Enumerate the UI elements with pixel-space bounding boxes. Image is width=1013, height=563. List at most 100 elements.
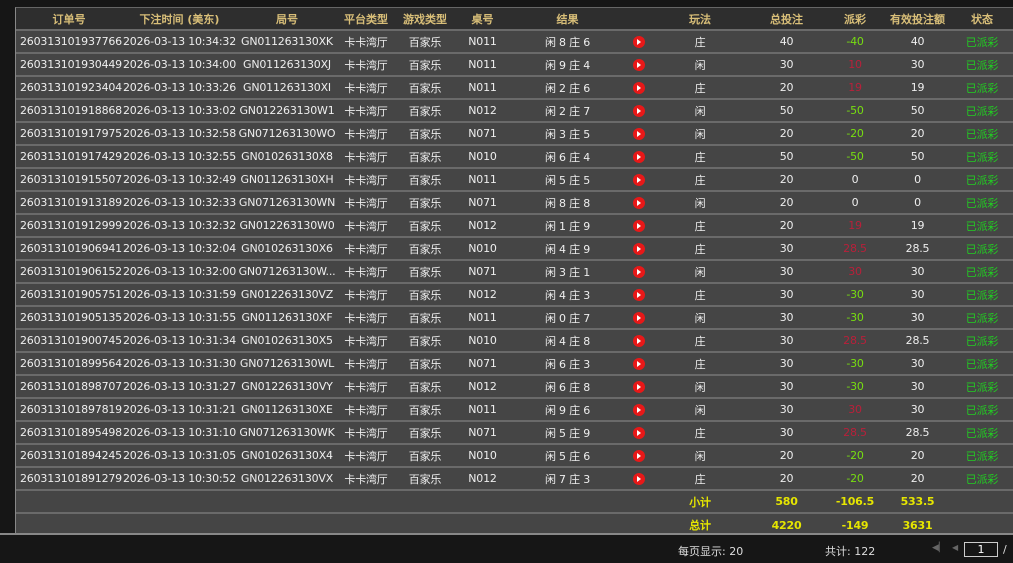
payout-cell: 30 <box>825 259 885 283</box>
bet-type-cell: 庄 <box>652 29 748 53</box>
play-circle-icon[interactable] <box>632 151 645 163</box>
play-circle-icon[interactable] <box>632 312 645 324</box>
valid-bet-cell: 40 <box>885 29 950 53</box>
video-cell <box>625 374 652 398</box>
play-circle-icon[interactable] <box>632 220 645 232</box>
prev-page-icon[interactable]: ◀ <box>952 543 959 552</box>
result-cell: 闲 0 庄 7 <box>510 305 625 329</box>
platform-cell: 卡卡湾厅 <box>337 75 395 99</box>
round-no-cell: GN011263130XH <box>237 167 337 191</box>
payout-cell: -40 <box>825 29 885 53</box>
subtotal-valid-bet: 533.5 <box>885 489 950 513</box>
header-total-bet: 总投注 <box>748 8 825 30</box>
round-no-cell: GN011263130XJ <box>237 52 337 76</box>
play-circle-icon[interactable] <box>632 358 645 370</box>
payout-cell: 19 <box>825 213 885 237</box>
payout-cell: -30 <box>825 351 885 375</box>
round-no-cell: GN011263130XI <box>237 75 337 99</box>
round-no-cell: GN071263130WN <box>237 190 337 214</box>
total-bet-cell: 20 <box>748 121 825 145</box>
table-row: 260313101913189 2026-03-13 10:32:33 GN0712… <box>16 190 1013 214</box>
order-no-cell: 260313101917975 <box>16 121 122 145</box>
table-row: 260313101915507 2026-03-13 10:32:49 GN0112… <box>16 167 1013 191</box>
play-circle-icon[interactable] <box>632 243 645 255</box>
play-circle-icon[interactable] <box>632 59 645 71</box>
bet-time-cell: 2026-03-13 10:31:30 <box>122 351 237 375</box>
valid-bet-cell: 20 <box>885 443 950 467</box>
bet-time-cell: 2026-03-13 10:34:32 <box>122 29 237 53</box>
payout-cell: -30 <box>825 305 885 329</box>
grandtotal-row: 总计 4220 -149 3631 <box>16 512 1013 536</box>
status-cell: 已派彩 <box>950 328 1013 352</box>
play-circle-icon[interactable] <box>632 128 645 140</box>
play-circle-icon[interactable] <box>632 266 645 278</box>
result-cell: 闲 2 庄 6 <box>510 75 625 99</box>
order-no-cell: 260313101900745 <box>16 328 122 352</box>
result-cell: 闲 9 庄 4 <box>510 52 625 76</box>
first-page-icon[interactable]: ◀▏ <box>932 543 946 553</box>
page-number-input[interactable]: 1 <box>964 542 998 557</box>
status-cell: 已派彩 <box>950 351 1013 375</box>
bet-records-table: 订单号 下注时间 (美东) 局号 平台类型 游戏类型 桌号 结果 玩法 总投注 派彩 有效投注额 状态… <box>16 8 1013 536</box>
game-type-cell: 百家乐 <box>395 466 455 490</box>
bet-type-cell: 闲 <box>652 397 748 421</box>
page-separator: / <box>1003 543 1007 556</box>
valid-bet-cell: 30 <box>885 397 950 421</box>
total-count: 共计: 122 <box>825 545 876 558</box>
subtotal-total-bet: 580 <box>748 489 825 513</box>
order-no-cell: 260313101906152 <box>16 259 122 283</box>
order-no-cell: 260313101905135 <box>16 305 122 329</box>
header-valid-bet: 有效投注额 <box>885 8 950 30</box>
table-row: 260313101898707 2026-03-13 10:31:27 GN0122… <box>16 374 1013 398</box>
play-circle-icon[interactable] <box>632 197 645 209</box>
total-bet-cell: 20 <box>748 190 825 214</box>
grandtotal-valid-bet: 3631 <box>885 512 950 536</box>
result-cell: 闲 5 庄 5 <box>510 167 625 191</box>
table-no-cell: N011 <box>455 75 510 99</box>
status-cell: 已派彩 <box>950 397 1013 421</box>
valid-bet-cell: 30 <box>885 374 950 398</box>
bet-type-cell: 闲 <box>652 443 748 467</box>
video-cell <box>625 328 652 352</box>
total-bet-cell: 20 <box>748 167 825 191</box>
play-circle-icon[interactable] <box>632 289 645 301</box>
play-circle-icon[interactable] <box>632 450 645 462</box>
grandtotal-payout: -149 <box>825 512 885 536</box>
round-no-cell: GN012263130W0 <box>237 213 337 237</box>
video-cell <box>625 75 652 99</box>
table-no-cell: N071 <box>455 351 510 375</box>
bet-time-cell: 2026-03-13 10:31:34 <box>122 328 237 352</box>
table-no-cell: N071 <box>455 420 510 444</box>
valid-bet-cell: 30 <box>885 259 950 283</box>
game-type-cell: 百家乐 <box>395 305 455 329</box>
play-circle-icon[interactable] <box>632 335 645 347</box>
platform-cell: 卡卡湾厅 <box>337 121 395 145</box>
play-circle-icon[interactable] <box>632 473 645 485</box>
status-cell: 已派彩 <box>950 236 1013 260</box>
play-circle-icon[interactable] <box>632 36 645 48</box>
total-bet-cell: 20 <box>748 443 825 467</box>
play-circle-icon[interactable] <box>632 174 645 186</box>
valid-bet-cell: 0 <box>885 167 950 191</box>
payout-cell: 0 <box>825 167 885 191</box>
play-circle-icon[interactable] <box>632 404 645 416</box>
video-cell <box>625 167 652 191</box>
total-bet-cell: 40 <box>748 29 825 53</box>
play-circle-icon[interactable] <box>632 82 645 94</box>
payout-cell: -30 <box>825 282 885 306</box>
game-type-cell: 百家乐 <box>395 351 455 375</box>
play-circle-icon[interactable] <box>632 105 645 117</box>
table-no-cell: N071 <box>455 259 510 283</box>
grandtotal-label: 总计 <box>652 512 748 536</box>
table-no-cell: N071 <box>455 121 510 145</box>
play-circle-icon[interactable] <box>632 381 645 393</box>
video-cell <box>625 466 652 490</box>
total-bet-cell: 30 <box>748 259 825 283</box>
payout-cell: 10 <box>825 52 885 76</box>
video-cell <box>625 190 652 214</box>
total-bet-cell: 30 <box>748 305 825 329</box>
play-circle-icon[interactable] <box>632 427 645 439</box>
status-cell: 已派彩 <box>950 213 1013 237</box>
valid-bet-cell: 19 <box>885 213 950 237</box>
round-no-cell: GN071263130WL <box>237 351 337 375</box>
